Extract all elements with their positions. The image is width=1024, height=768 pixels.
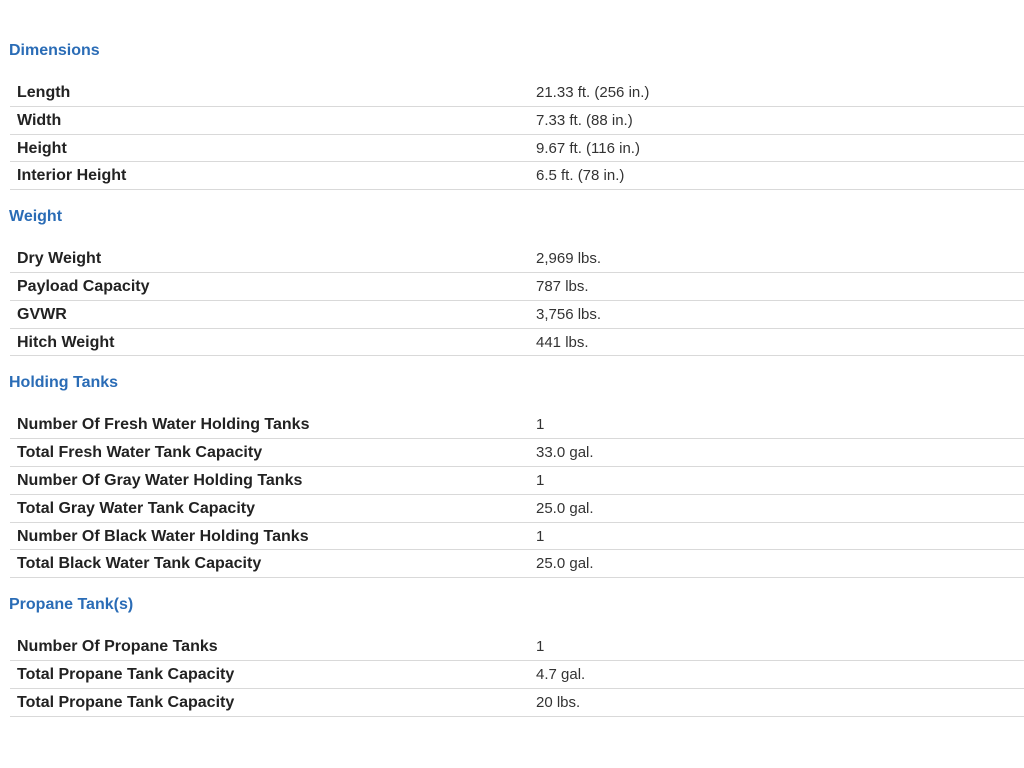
spec-value: 25.0 gal.: [536, 555, 594, 573]
spec-row: Number Of Fresh Water Holding Tanks 1: [10, 411, 1024, 440]
spec-row: Number Of Propane Tanks 1: [10, 633, 1024, 661]
spec-row: Total Fresh Water Tank Capacity 33.0 gal…: [10, 439, 1024, 467]
spec-value: 3,756 lbs.: [536, 305, 602, 323]
spec-row: Payload Capacity 787 lbs.: [10, 273, 1024, 301]
spec-value: 787 lbs.: [536, 277, 589, 295]
spec-row: Height 9.67 ft. (116 in.): [10, 135, 1024, 163]
spec-value: 1: [536, 638, 545, 656]
spec-row: Number Of Gray Water Holding Tanks 1: [10, 467, 1024, 495]
spec-value: 4.7 gal.: [536, 665, 586, 683]
specs-table: Dimensions Length 21.33 ft. (256 in.) Wi…: [0, 23, 1024, 717]
spec-value: 7.33 ft. (88 in.): [536, 111, 633, 129]
spec-label: GVWR: [17, 305, 67, 323]
spec-label: Dry Weight: [17, 250, 102, 268]
spec-row: Width 7.33 ft. (88 in.): [10, 107, 1024, 135]
spec-value: 1: [536, 471, 545, 489]
spec-row: Total Black Water Tank Capacity 25.0 gal…: [10, 550, 1024, 579]
spec-label: Height: [17, 139, 67, 157]
spec-value: 33.0 gal.: [536, 444, 594, 462]
spec-row: Total Propane Tank Capacity 4.7 gal.: [10, 661, 1024, 689]
section-title: Propane Tank(s): [9, 596, 134, 614]
spec-row: Hitch Weight 441 lbs.: [10, 329, 1024, 357]
spec-label: Total Black Water Tank Capacity: [17, 555, 262, 573]
spec-value: 1: [536, 527, 545, 545]
spec-label: Number Of Black Water Holding Tanks: [17, 527, 309, 545]
spec-row: Dry Weight 2,969 lbs.: [10, 245, 1024, 273]
spec-row: Total Propane Tank Capacity 20 lbs.: [10, 689, 1024, 717]
spec-row: Interior Height 6.5 ft. (78 in.): [10, 162, 1024, 191]
spec-label: Total Propane Tank Capacity: [17, 665, 235, 683]
spec-value: 21.33 ft. (256 in.): [536, 84, 650, 101]
spec-label: Total Gray Water Tank Capacity: [17, 499, 255, 517]
spec-label: Length: [17, 84, 71, 101]
spec-value: 2,969 lbs.: [536, 250, 602, 268]
spec-value: 9.67 ft. (116 in.): [536, 139, 640, 157]
spec-value: 25.0 gal.: [536, 499, 594, 517]
spec-label: Width: [17, 111, 62, 129]
spec-section: Weight Dry Weight 2,969 lbs. Payload Cap…: [0, 189, 1024, 357]
spec-row: Number Of Black Water Holding Tanks 1: [10, 523, 1024, 551]
spec-label: Number Of Propane Tanks: [17, 638, 218, 656]
spec-section: Dimensions Length 21.33 ft. (256 in.) Wi…: [0, 23, 1024, 191]
spec-value: 441 lbs.: [536, 333, 589, 351]
spec-row: GVWR 3,756 lbs.: [10, 301, 1024, 329]
section-title: Weight: [9, 208, 63, 226]
spec-label: Hitch Weight: [17, 333, 115, 351]
spec-label: Total Fresh Water Tank Capacity: [17, 444, 263, 462]
spec-section: Propane Tank(s) Number Of Propane Tanks …: [0, 577, 1024, 717]
spec-value: 1: [536, 416, 545, 434]
spec-label: Payload Capacity: [17, 277, 150, 295]
spec-row: Total Gray Water Tank Capacity 25.0 gal.: [10, 495, 1024, 523]
spec-value: 6.5 ft. (78 in.): [536, 167, 625, 185]
spec-value: 20 lbs.: [536, 693, 581, 711]
section-title: Holding Tanks: [9, 374, 119, 392]
spec-row: Length 21.33 ft. (256 in.): [10, 79, 1024, 107]
spec-label: Number Of Fresh Water Holding Tanks: [17, 416, 310, 434]
spec-label: Total Propane Tank Capacity: [17, 693, 235, 711]
spec-label: Interior Height: [17, 167, 127, 185]
spec-section: Holding Tanks Number Of Fresh Water Hold…: [0, 355, 1024, 579]
section-title: Dimensions: [9, 42, 100, 59]
spec-label: Number Of Gray Water Holding Tanks: [17, 471, 303, 489]
